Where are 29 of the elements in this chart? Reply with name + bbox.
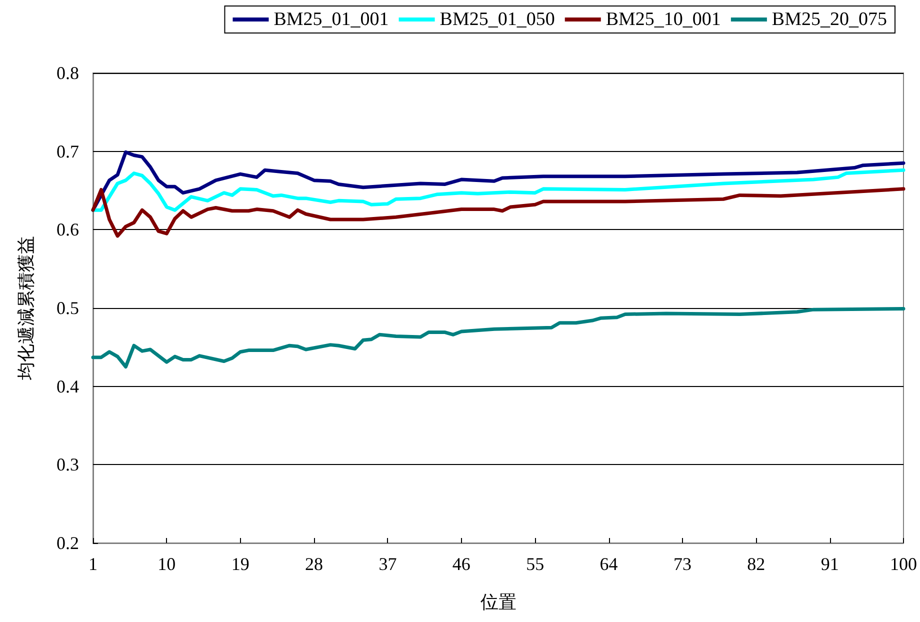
- legend-label: BM25_01_050: [440, 9, 555, 30]
- x-tick-label: 64: [600, 554, 618, 574]
- x-tick-label: 1: [88, 554, 98, 574]
- x-tick-label: 28: [305, 554, 324, 574]
- x-tick-label: 73: [673, 554, 692, 574]
- x-axis-title: 位置: [480, 592, 516, 612]
- legend-label: BM25_01_001: [274, 9, 389, 30]
- x-tick-label: 19: [231, 554, 250, 574]
- legend-label: BM25_20_075: [772, 9, 888, 30]
- y-tick-label: 0.5: [56, 298, 79, 318]
- x-tick-label: 37: [378, 554, 397, 574]
- legend-label: BM25_10_001: [606, 9, 721, 30]
- y-tick-label: 0.3: [56, 454, 79, 475]
- y-tick-label: 0.4: [56, 376, 79, 396]
- x-tick-label: 100: [890, 554, 917, 574]
- y-tick-label: 0.7: [56, 141, 79, 162]
- y-tick-label: 0.8: [56, 63, 79, 83]
- x-tick-label: 91: [820, 554, 839, 574]
- y-tick-label: 0.2: [56, 533, 79, 553]
- line-series: [91, 187, 906, 238]
- x-tick-label: 10: [158, 554, 176, 574]
- x-tick-label: 46: [452, 554, 470, 574]
- x-tick-label: 55: [526, 554, 544, 574]
- y-tick-label: 0.6: [56, 220, 79, 240]
- line-series: [91, 150, 906, 212]
- y-axis-title: 均化遞減累積獲益: [16, 236, 36, 381]
- line-series: [91, 307, 906, 368]
- x-tick-label: 82: [747, 554, 766, 574]
- line-series: [91, 168, 906, 212]
